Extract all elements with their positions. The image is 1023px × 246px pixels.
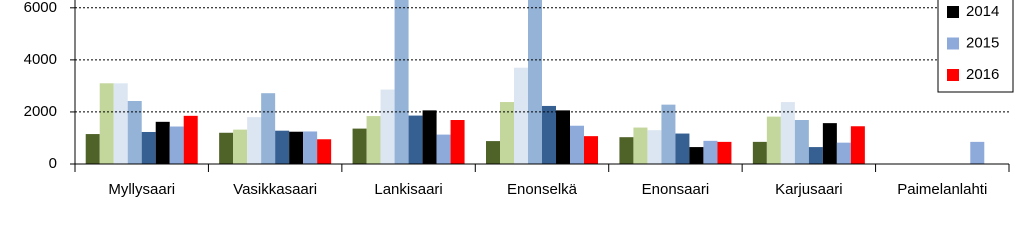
x-tick-label: Karjusaari — [775, 181, 843, 198]
bar — [275, 130, 290, 164]
y-tick-label: 6000 — [24, 0, 57, 16]
bar — [261, 93, 276, 164]
bar — [717, 141, 732, 164]
x-tick-label: Enonsaari — [642, 181, 710, 198]
bar — [380, 89, 395, 164]
bar — [619, 137, 634, 164]
bar — [317, 139, 332, 164]
legend-label: 2014 — [966, 3, 999, 20]
legend-swatch — [947, 6, 959, 18]
x-tick-label: Myllysaari — [108, 181, 175, 198]
bar — [127, 101, 142, 164]
bar — [352, 128, 367, 164]
bar — [85, 134, 100, 164]
bar — [500, 102, 514, 164]
bar — [408, 115, 423, 164]
bar — [528, 0, 542, 165]
bar — [675, 133, 690, 164]
bar — [542, 105, 556, 164]
bar — [486, 141, 500, 164]
x-tick-label: Lankisaari — [374, 181, 442, 198]
bar — [647, 130, 662, 164]
bar — [822, 123, 837, 164]
legend-swatch — [947, 37, 959, 50]
bar — [703, 140, 718, 164]
bar — [247, 117, 262, 164]
bar — [808, 147, 823, 164]
bar — [436, 134, 451, 164]
bar — [141, 131, 156, 164]
y-tick-label: 0 — [49, 155, 57, 172]
bar — [169, 126, 184, 164]
bar — [970, 141, 985, 164]
bar — [752, 141, 767, 164]
bar — [289, 131, 304, 164]
legend-swatch — [947, 69, 959, 81]
bar — [780, 102, 795, 164]
bar — [584, 136, 598, 164]
bar — [794, 120, 809, 164]
legend-label: 2015 — [966, 34, 999, 51]
bar — [394, 0, 409, 165]
bar — [766, 116, 781, 164]
x-tick-label: Enonselkä — [507, 181, 578, 198]
bar — [689, 147, 704, 164]
bar — [233, 129, 248, 164]
bar — [113, 83, 128, 164]
bar — [661, 104, 676, 164]
bar — [366, 116, 381, 164]
bar — [422, 110, 437, 164]
bar — [836, 142, 851, 164]
y-tick-label: 2000 — [24, 103, 57, 120]
bar — [633, 127, 648, 164]
bar — [556, 110, 570, 164]
bar — [183, 115, 198, 164]
bar — [219, 132, 234, 164]
bar — [155, 121, 170, 164]
legend-label: 2016 — [966, 66, 999, 83]
x-tick-label: Paimelanlahti — [897, 181, 987, 198]
bar — [99, 83, 114, 164]
bar — [303, 131, 318, 164]
y-tick-label: 4000 — [24, 51, 57, 68]
bar — [850, 126, 865, 164]
bar — [570, 125, 584, 164]
x-tick-label: Vasikkasaari — [233, 181, 317, 198]
bar — [514, 67, 528, 164]
bar — [450, 120, 465, 164]
plot-area — [85, 0, 985, 165]
